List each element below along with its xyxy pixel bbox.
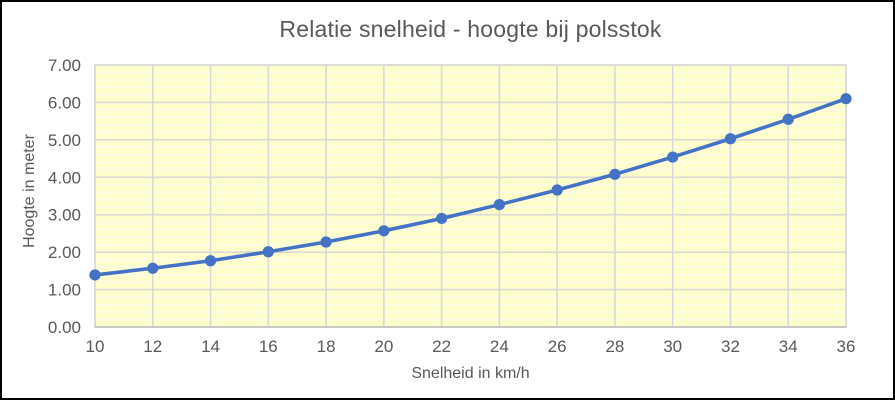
data-point [320,236,332,248]
y-tick-label: 6.00 [48,93,81,112]
x-tick-label: 36 [837,337,856,356]
x-tick-label: 32 [721,337,740,356]
x-tick-label: 30 [663,337,682,356]
data-point [378,225,390,237]
y-tick-label: 0.00 [48,318,81,337]
plot-background [95,65,846,327]
x-tick-label: 22 [432,337,451,356]
y-tick-label: 3.00 [48,206,81,225]
data-point [724,133,737,145]
y-tick-label: 2.00 [48,243,81,262]
x-tick-label: 16 [259,337,278,356]
x-axis-title: Snelheid in km/h [411,365,530,382]
y-tick-label: 4.00 [48,168,81,187]
data-point [667,151,679,163]
x-tick-label: 24 [490,337,509,356]
data-point [840,93,852,105]
data-point [204,255,217,267]
x-tick-label: 14 [201,337,220,356]
y-axis-title: Hoogte in meter [21,134,38,248]
x-tick-label: 26 [548,337,567,356]
data-point [262,246,274,258]
x-tick-label: 18 [317,337,336,356]
y-tick-label: 1.00 [48,281,81,300]
data-point [551,184,563,196]
x-tick-label: 34 [779,337,798,356]
data-point [436,212,448,225]
y-tick-label: 5.00 [48,131,81,150]
x-tick-label: 20 [374,337,393,356]
x-tick-label: 10 [86,337,105,356]
data-point [609,168,621,180]
data-point [89,269,101,281]
x-tick-label: 12 [143,337,162,356]
series-line [93,96,848,277]
data-point [782,113,794,125]
chart-title: Relatie snelheid - hoogte bij polsstok [279,16,662,42]
data-point [493,199,505,211]
y-tick-label: 7.00 [48,56,81,75]
data-point [147,262,159,274]
x-tick-label: 28 [605,337,624,356]
